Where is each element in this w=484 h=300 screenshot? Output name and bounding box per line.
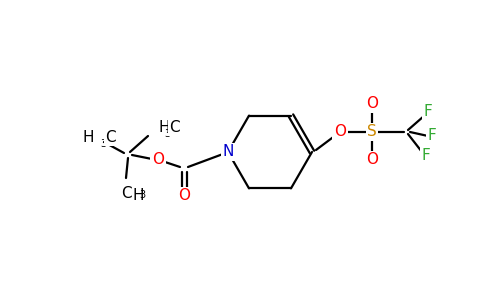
Text: 3: 3: [164, 129, 170, 139]
Text: N: N: [222, 145, 234, 160]
Text: O: O: [366, 97, 378, 112]
Text: C: C: [169, 121, 180, 136]
Text: O: O: [178, 188, 190, 203]
Text: O: O: [366, 152, 378, 167]
Text: H: H: [82, 130, 94, 146]
Text: O: O: [334, 124, 346, 140]
Text: F: F: [424, 104, 432, 119]
Text: F: F: [428, 128, 437, 143]
Text: C: C: [121, 186, 131, 201]
Text: 3: 3: [100, 139, 106, 149]
Text: 3: 3: [139, 190, 145, 200]
Text: C: C: [105, 130, 116, 146]
Text: S: S: [367, 124, 377, 140]
Text: H: H: [158, 121, 169, 136]
Text: H: H: [132, 188, 143, 203]
Text: O: O: [152, 152, 164, 167]
Text: F: F: [422, 148, 430, 164]
